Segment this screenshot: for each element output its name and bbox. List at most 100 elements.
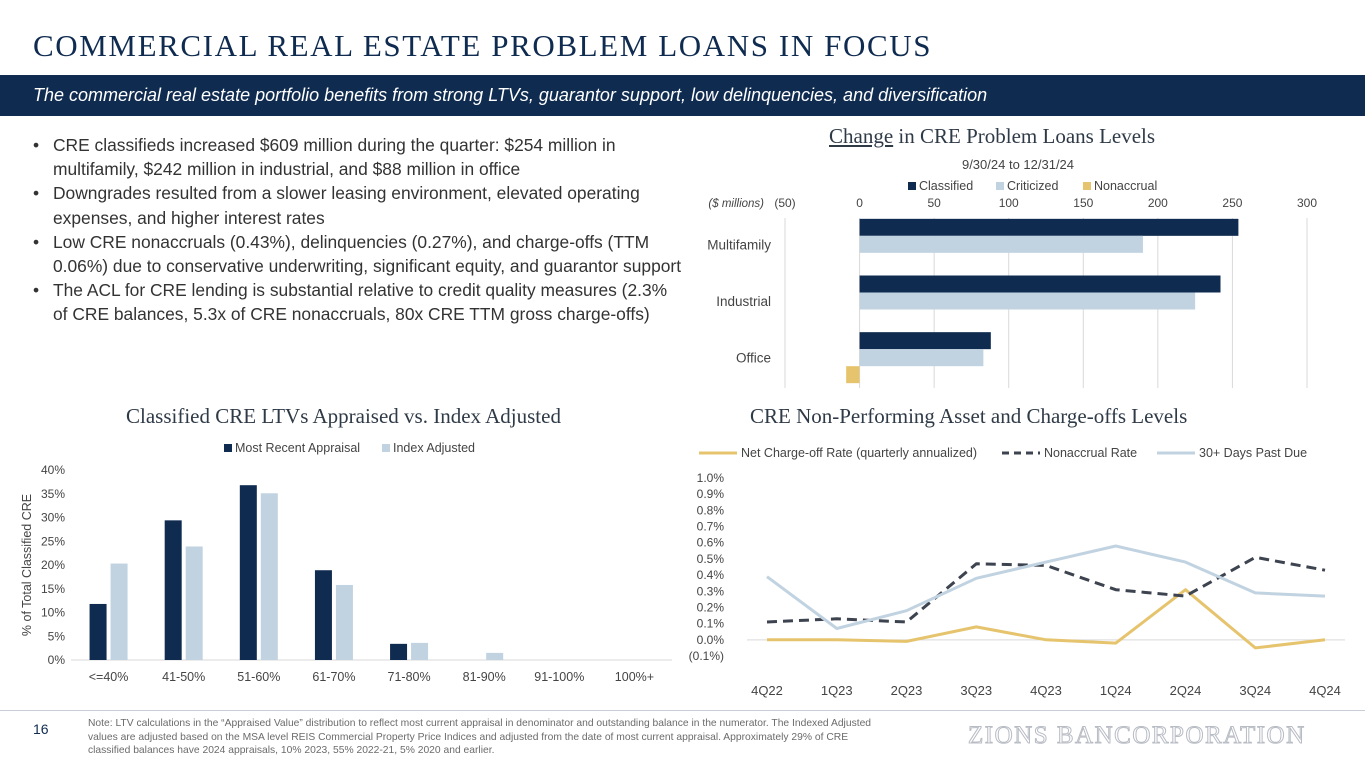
category-label-40: <=40%	[89, 670, 129, 684]
ltv-chart-title: Classified CRE LTVs Appraised vs. Index …	[126, 404, 561, 428]
tick-label-x: 100	[999, 196, 1019, 210]
tick-label-y: 30%	[41, 511, 65, 525]
legend-label-classified: Classified	[919, 179, 973, 193]
category-label-91-100: 91-100%	[534, 670, 584, 684]
tick-label-y: 25%	[41, 534, 65, 548]
tick-label-y: 0.6%	[697, 536, 725, 550]
brand-logo: ZIONS BANCORPORATION	[968, 722, 1306, 750]
tick-label-y: 0.4%	[697, 568, 725, 582]
legend-label-index-adjusted: Index Adjusted	[393, 441, 475, 455]
category-label-61-70: 61-70%	[312, 670, 355, 684]
tick-label-y: 0.1%	[697, 617, 725, 631]
bar-classified-office	[859, 332, 991, 350]
tick-label-y: 20%	[41, 558, 65, 572]
category-label-81-90: 81-90%	[463, 670, 506, 684]
tick-label-y: 0.7%	[697, 520, 725, 534]
tick-label-y: 35%	[41, 487, 65, 501]
tick-label-x: (50)	[774, 196, 795, 210]
npa-chart-title: CRE Non-Performing Asset and Charge-offs…	[750, 404, 1188, 428]
bar-criticized-office	[859, 349, 984, 367]
bar-classified-industrial	[859, 275, 1221, 293]
legend-swatch-most-recent-appraisal	[224, 444, 232, 452]
bar-most-recent-appraisal-61-70	[314, 570, 332, 660]
tick-label-x: 0	[856, 196, 863, 210]
tick-label-y: 40%	[41, 463, 65, 477]
category-label-2q24: 2Q24	[1170, 683, 1202, 698]
category-label-industrial: Industrial	[716, 294, 771, 309]
bar-index-adjusted-61-70	[335, 584, 353, 660]
y-axis-label: % of Total Classified CRE	[20, 494, 34, 636]
bullet-item: Low CRE nonaccruals (0.43%), delinquenci…	[33, 230, 683, 278]
problem-loans-title-underlined: Change	[829, 124, 894, 148]
category-label-1q24: 1Q24	[1100, 683, 1132, 698]
series-line-net-charge-off-rate-quarterly-annualized	[767, 588, 1326, 650]
problem-loans-chart: 9/30/24 to 12/31/24 Classified Criticized N…	[707, 157, 1317, 388]
category-label-3q23: 3Q23	[960, 683, 992, 698]
tick-label-x: 50	[927, 196, 941, 210]
problem-loans-chart-title: Change in CRE Problem Loans Levels	[829, 124, 1155, 149]
bar-most-recent-appraisal-41-50	[164, 520, 182, 660]
tick-label-y: 5%	[48, 629, 66, 643]
legend-label-most-recent-appraisal: Most Recent Appraisal	[235, 441, 360, 455]
subtitle-banner: The commercial real estate portfolio ben…	[0, 75, 1365, 116]
ltv-chart: Most Recent Appraisal Index Adjusted 0% 5% 1…	[20, 441, 672, 684]
tick-label-y: 1.0%	[697, 471, 725, 485]
tick-label-x: 200	[1148, 196, 1168, 210]
tick-label-x: 250	[1222, 196, 1242, 210]
bar-classified-multifamily	[859, 218, 1239, 236]
bar-index-adjusted-40	[110, 563, 128, 660]
legend-label-30-days-past-due: 30+ Days Past Due	[1199, 446, 1307, 460]
tick-label-y: 15%	[41, 582, 65, 596]
bar-index-adjusted-41-50	[185, 546, 203, 660]
bar-most-recent-appraisal-51-60	[239, 485, 257, 660]
bullet-item: CRE classifieds increased $609 million d…	[33, 133, 683, 181]
category-label-41-50: 41-50%	[162, 670, 205, 684]
bar-index-adjusted-71-80	[411, 642, 429, 660]
bar-index-adjusted-81-90	[486, 652, 504, 660]
problem-loans-title-rest: in CRE Problem Loans Levels	[893, 124, 1156, 148]
tick-label-y: 0.3%	[697, 584, 725, 598]
tick-label-y: 10%	[41, 606, 65, 620]
tick-label-y: (0.1%)	[689, 649, 724, 663]
category-label-51-60: 51-60%	[237, 670, 280, 684]
tick-label-y: 0%	[48, 653, 66, 667]
category-label-3q24: 3Q24	[1239, 683, 1271, 698]
category-label-1q23: 1Q23	[821, 683, 853, 698]
bullet-item: Downgrades resulted from a slower leasin…	[33, 181, 683, 229]
legend-label-nonaccrual-rate: Nonaccrual Rate	[1044, 446, 1137, 460]
bar-criticized-multifamily	[859, 235, 1143, 253]
category-label-4q22: 4Q22	[751, 683, 783, 698]
tick-label-y: 0.2%	[697, 600, 725, 614]
bar-most-recent-appraisal-71-80	[390, 643, 408, 660]
category-label-4q23: 4Q23	[1030, 683, 1062, 698]
page-number: 16	[33, 721, 49, 737]
category-label-71-80: 71-80%	[388, 670, 431, 684]
legend-label-nonaccrual: Nonaccrual	[1094, 179, 1157, 193]
legend-swatch-nonaccrual	[1083, 182, 1091, 190]
tick-label-x: 150	[1073, 196, 1093, 210]
category-label-office: Office	[736, 351, 771, 366]
series-line-30-days-past-due	[766, 544, 1326, 630]
tick-label-y: 0.9%	[697, 487, 725, 501]
bullet-list: CRE classifieds increased $609 million d…	[33, 133, 683, 327]
legend-swatch-classified	[908, 182, 916, 190]
page-title: COMMERCIAL REAL ESTATE PROBLEM LOANS IN …	[33, 28, 933, 63]
footnote: Note: LTV calculations in the “Appraised…	[88, 718, 872, 756]
npa-chart: Net Charge-off Rate (quarterly annualize…	[689, 446, 1345, 698]
problem-loans-subtitle: 9/30/24 to 12/31/24	[962, 157, 1074, 172]
tick-label-y: 0.0%	[697, 633, 725, 647]
legend-label-criticized: Criticized	[1007, 179, 1058, 193]
bar-index-adjusted-51-60	[260, 493, 278, 660]
bar-criticized-industrial	[859, 292, 1196, 310]
subtitle-text: The commercial real estate portfolio ben…	[33, 85, 988, 105]
footer-divider	[0, 710, 1365, 711]
bar-nonaccrual-office	[846, 366, 860, 384]
category-label-100: 100%+	[615, 670, 654, 684]
tick-label-y: 0.5%	[697, 552, 725, 566]
category-label-multifamily: Multifamily	[707, 237, 771, 252]
category-label-4q24: 4Q24	[1309, 683, 1341, 698]
legend-swatch-criticized	[996, 182, 1004, 190]
unit-label: ($ millions)	[708, 198, 764, 210]
legend-swatch-index-adjusted	[382, 444, 390, 452]
tick-label-x: 300	[1297, 196, 1317, 210]
